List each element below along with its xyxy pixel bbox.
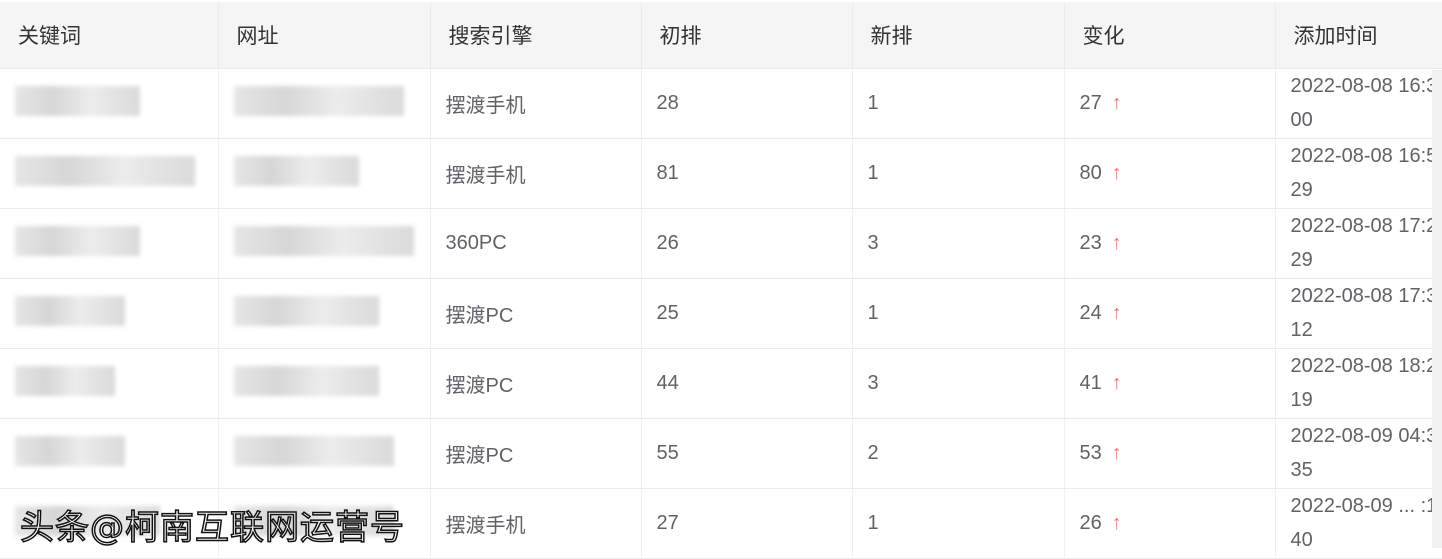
change-value: 27 — [1080, 92, 1102, 114]
time-line-1: 2022-08-08 18:2 — [1291, 349, 1442, 383]
initial-rank-cell: 25 — [641, 279, 852, 349]
arrow-up-icon: ↑ — [1112, 162, 1122, 184]
col-new[interactable]: 新排 — [852, 2, 1064, 69]
change-cell: 23 ↑ — [1064, 209, 1275, 279]
change-value: 23 — [1080, 232, 1102, 254]
keyword-cell — [0, 279, 218, 349]
change-cell: 24 ↑ — [1064, 279, 1275, 349]
new-rank-cell: 3 — [852, 209, 1064, 279]
keyword-cell — [0, 69, 218, 139]
change-value: 24 — [1080, 302, 1102, 324]
new-rank-cell: 3 — [852, 349, 1064, 419]
url-cell — [218, 209, 430, 279]
keyword-cell — [0, 209, 218, 279]
time-line-1: 2022-08-08 17:3 — [1291, 279, 1442, 313]
engine-cell: 摆渡手机 — [430, 489, 641, 559]
initial-rank-cell: 55 — [641, 419, 852, 489]
keyword-cell — [0, 349, 218, 419]
initial-rank-cell: 28 — [641, 69, 852, 139]
initial-rank-cell: 44 — [641, 349, 852, 419]
col-keyword[interactable]: 关键词 — [0, 2, 218, 69]
keyword-cell — [0, 139, 218, 209]
arrow-up-icon: ↑ — [1112, 512, 1122, 534]
time-line-2: 29 — [1291, 173, 1442, 207]
table-header: 关键词 网址 搜索引擎 初排 新排 变化 添加时间 — [0, 2, 1442, 69]
change-value: 41 — [1080, 372, 1102, 394]
change-value: 53 — [1080, 442, 1102, 464]
engine-cell: 摆渡手机 — [430, 69, 641, 139]
initial-rank-cell: 27 — [641, 489, 852, 559]
arrow-up-icon: ↑ — [1112, 232, 1122, 254]
change-value: 26 — [1080, 512, 1102, 534]
time-line-2: 35 — [1291, 453, 1442, 487]
initial-rank-cell: 81 — [641, 139, 852, 209]
col-url[interactable]: 网址 — [218, 2, 430, 69]
change-cell: 53 ↑ — [1064, 419, 1275, 489]
scrollbar[interactable] — [1432, 70, 1442, 548]
change-cell: 41 ↑ — [1064, 349, 1275, 419]
new-rank-cell: 2 — [852, 419, 1064, 489]
time-line-2: 40 — [1291, 523, 1442, 557]
time-line-2: 29 — [1291, 243, 1442, 277]
time-line-2: 00 — [1291, 103, 1442, 137]
change-cell: 27 ↑ — [1064, 69, 1275, 139]
url-cell — [218, 69, 430, 139]
col-time[interactable]: 添加时间 — [1275, 2, 1442, 69]
time-line-1: 2022-08-09 04:3 — [1291, 419, 1442, 453]
keyword-cell — [0, 419, 218, 489]
time-line-2: 12 — [1291, 313, 1442, 347]
new-rank-cell: 1 — [852, 139, 1064, 209]
time-line-1: 2022-08-08 16:3 — [1291, 69, 1442, 103]
col-change[interactable]: 变化 — [1064, 2, 1275, 69]
arrow-up-icon: ↑ — [1112, 372, 1122, 394]
url-cell — [218, 139, 430, 209]
change-value: 80 — [1080, 162, 1102, 184]
arrow-up-icon: ↑ — [1112, 442, 1122, 464]
new-rank-cell: 1 — [852, 489, 1064, 559]
col-initial[interactable]: 初排 — [641, 2, 852, 69]
change-cell: 80 ↑ — [1064, 139, 1275, 209]
col-engine[interactable]: 搜索引擎 — [430, 2, 641, 69]
url-cell — [218, 279, 430, 349]
engine-cell: 摆渡PC — [430, 419, 641, 489]
time-line-1: 2022-08-08 16:5 — [1291, 139, 1442, 173]
watermark: 头条@柯南互联网运营号 — [20, 500, 405, 549]
url-cell — [218, 349, 430, 419]
initial-rank-cell: 26 — [641, 209, 852, 279]
engine-cell: 摆渡手机 — [430, 139, 641, 209]
arrow-up-icon: ↑ — [1112, 92, 1122, 114]
change-cell: 26 ↑ — [1064, 489, 1275, 559]
time-line-1: 2022-08-08 17:2 — [1291, 209, 1442, 243]
engine-cell: 摆渡PC — [430, 349, 641, 419]
time-line-1: 2022-08-09 ... :1 — [1291, 489, 1442, 523]
new-rank-cell: 1 — [852, 69, 1064, 139]
time-line-2: 19 — [1291, 383, 1442, 417]
engine-cell: 摆渡PC — [430, 279, 641, 349]
new-rank-cell: 1 — [852, 279, 1064, 349]
arrow-up-icon: ↑ — [1112, 302, 1122, 324]
engine-cell: 360PC — [430, 209, 641, 279]
url-cell — [218, 419, 430, 489]
